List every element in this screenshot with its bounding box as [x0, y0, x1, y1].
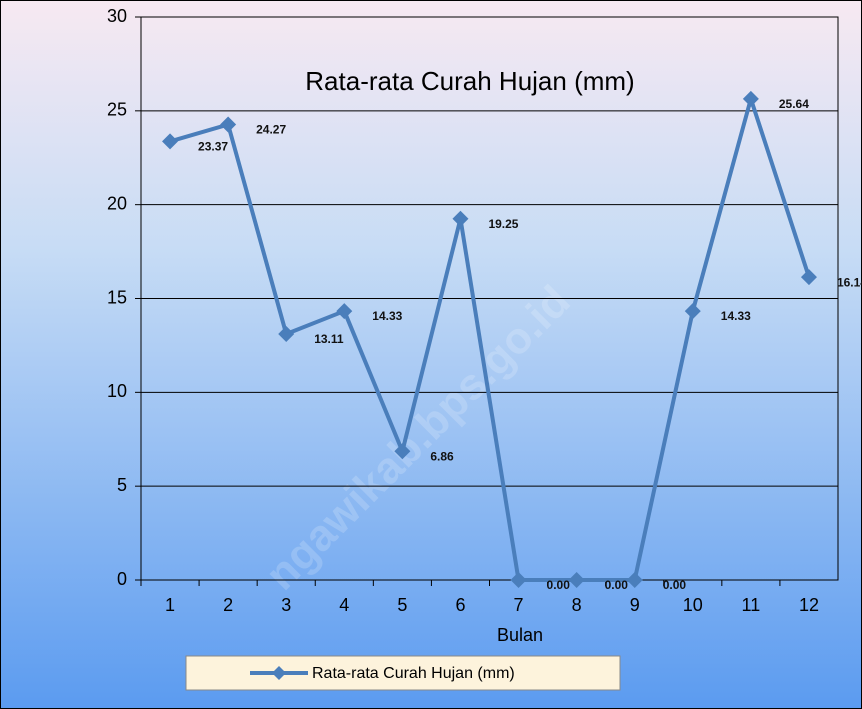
y-tick-label: 5 [117, 475, 127, 495]
x-axis-label: Bulan [497, 625, 543, 645]
y-tick-label: 20 [107, 193, 127, 213]
data-point [800, 269, 817, 286]
data-point [278, 325, 295, 342]
data-label: 24.27 [256, 123, 286, 137]
y-tick-label: 25 [107, 100, 127, 120]
x-tick-label: 4 [339, 595, 349, 615]
x-tick-label: 8 [572, 595, 582, 615]
chart-title: Rata-rata Curah Hujan (mm) [305, 66, 634, 96]
x-tick-label: 7 [514, 595, 524, 615]
y-tick-label: 15 [107, 287, 127, 307]
x-tick-label: 3 [281, 595, 291, 615]
legend-label: Rata-rata Curah Hujan (mm) [312, 665, 515, 682]
data-label: 25.64 [779, 97, 809, 111]
x-tick-label: 9 [630, 595, 640, 615]
series-line [169, 96, 811, 582]
data-label: 19.25 [488, 217, 518, 231]
data-label: 0.00 [663, 578, 687, 592]
data-point [336, 303, 353, 320]
x-tick-label: 12 [799, 595, 819, 615]
data-point [684, 303, 701, 320]
data-point [452, 210, 469, 227]
x-tick-label: 10 [683, 595, 703, 615]
data-point [742, 90, 759, 107]
y-tick-label: 30 [107, 6, 127, 26]
y-tick-label: 10 [107, 381, 127, 401]
data-point [510, 572, 527, 588]
data-point [394, 443, 411, 460]
x-tick-label: 2 [223, 595, 233, 615]
data-label: 23.37 [198, 140, 228, 154]
data-label: 13.11 [314, 332, 344, 346]
y-tick-label: 0 [117, 569, 127, 589]
x-tick-label: 1 [165, 595, 175, 615]
data-point [568, 572, 585, 588]
data-label: 6.86 [430, 449, 454, 463]
x-tick-label: 5 [397, 595, 407, 615]
data-label: 14.33 [721, 309, 751, 323]
x-tick-label: 6 [455, 595, 465, 615]
data-point [220, 116, 237, 133]
data-point [162, 133, 179, 150]
data-label: 0.00 [547, 578, 571, 592]
data-point [626, 572, 643, 588]
data-label: 14.33 [372, 309, 402, 323]
data-label: 0.00 [605, 578, 629, 592]
data-label: 16.14 [837, 275, 862, 289]
legend-marker [272, 666, 286, 680]
x-tick-label: 11 [742, 595, 761, 615]
